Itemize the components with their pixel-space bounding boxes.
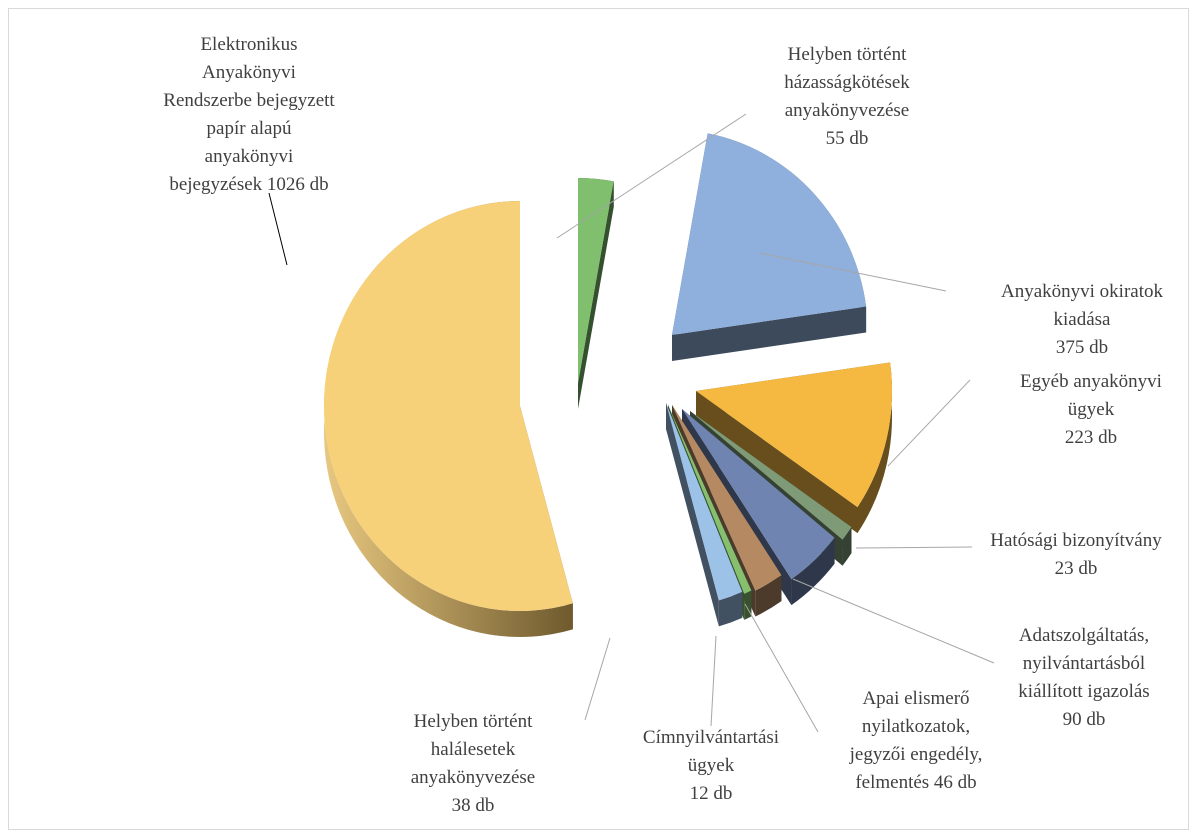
slice-label-line: Adatszolgáltatás, xyxy=(1019,625,1149,646)
slice-label: Anyakönyvi okiratok kiadása 375 db xyxy=(1001,281,1164,358)
slice-label-line: kiállított igazolás xyxy=(1018,681,1149,702)
slice-label: Hatósági bizonyítvány 23 db xyxy=(990,530,1162,579)
slice-label: Helyben történt házasságkötések anyakönyve… xyxy=(784,44,910,149)
slice-label-line: bejegyzések 1026 db xyxy=(169,174,328,195)
leader-line xyxy=(584,637,611,721)
pie-slice xyxy=(672,405,782,591)
leader-lines xyxy=(268,113,995,733)
slice-label-line: anyakönyvezése xyxy=(411,767,536,788)
pie-slice xyxy=(690,411,852,540)
slice-tops xyxy=(324,133,892,611)
slice-rim xyxy=(755,575,782,617)
slice-label-line: Rendszerbe bejegyzett xyxy=(163,90,335,111)
slice-label-line: Egyéb anyakönyvi xyxy=(1020,371,1162,392)
pie-slice xyxy=(578,178,614,383)
slice-label-line: 90 db xyxy=(1063,709,1106,730)
leader-line xyxy=(855,546,973,549)
leader-line xyxy=(710,635,717,727)
slice-label-line: Anyakönyvi okiratok xyxy=(1001,281,1164,302)
slice-label-line: Elektronikus xyxy=(200,34,297,55)
slice-label-line: házasságkötések xyxy=(784,72,910,93)
leader-line xyxy=(887,379,971,467)
slice-label: Adatszolgáltatás, nyilvántartásból kiállít… xyxy=(1018,625,1149,730)
slice-label: Helyben történt halálesetek anyakönyvezése… xyxy=(411,711,536,816)
pie-slice xyxy=(696,362,892,508)
slice-label-line: anyakönyvezése xyxy=(785,100,910,121)
pie-slice xyxy=(668,405,752,594)
slice-label: Egyéb anyakönyvi ügyek 223 db xyxy=(1020,371,1162,448)
slice-label-line: halálesetek xyxy=(431,739,516,760)
slice-label-line: 12 db xyxy=(690,783,733,804)
leader-line xyxy=(556,113,747,239)
pie-slice xyxy=(666,403,743,601)
slice-label-line: jegyzői engedély, xyxy=(849,744,983,765)
data-labels: Helyben történt házasságkötések anyakönyve… xyxy=(163,34,1163,816)
slice-side xyxy=(578,181,614,409)
slice-side xyxy=(696,391,858,534)
slice-label-line: 23 db xyxy=(1055,558,1098,579)
leader-line xyxy=(758,252,947,292)
slice-label-line: 55 db xyxy=(826,128,869,149)
slice-label-line: Helyben történt xyxy=(414,711,533,732)
slice-label-line: Apai elismerő xyxy=(862,688,969,709)
slice-label-line: papír alapú xyxy=(207,118,292,139)
slice-label-line: nyilatkozatok, xyxy=(862,716,970,737)
slice-rim xyxy=(857,362,892,534)
slice-rim xyxy=(791,537,835,606)
pie-slice xyxy=(324,201,573,611)
slice-label-line: Anyakönyvi xyxy=(202,62,296,83)
pie-slice xyxy=(672,133,867,335)
slice-label-line: kiadása xyxy=(1054,309,1112,330)
slice-rim xyxy=(842,527,852,566)
slice-label-line: Hatósági bizonyítvány xyxy=(990,530,1162,551)
slice-side xyxy=(666,403,719,627)
leader-line xyxy=(792,578,995,664)
slice-label-line: 375 db xyxy=(1056,337,1108,358)
slice-label-line: nyilvántartásból xyxy=(1023,653,1145,674)
leader-line xyxy=(744,603,819,733)
slice-label-line: anyakönyvi xyxy=(205,146,294,167)
slice-label: Apai elismerő nyilatkozatok, jegyzői enged… xyxy=(849,688,983,793)
pie-slice xyxy=(682,409,835,580)
slice-label-line: 38 db xyxy=(452,795,495,816)
slice-label-line: 223 db xyxy=(1065,427,1117,448)
slice-label-line: Helyben történt xyxy=(788,44,907,65)
slice-label-line: Címnyilvántartási xyxy=(643,727,779,748)
slice-label: Elektronikus Anyakönyvi Rendszerbe bejegyz… xyxy=(163,34,335,195)
slice-label-line: felmentés 46 db xyxy=(855,772,976,793)
chart-frame xyxy=(8,8,1189,830)
slice-side xyxy=(672,306,867,361)
slice-label-line: ügyek xyxy=(1068,399,1115,420)
slice-label-line: ügyek xyxy=(688,755,735,776)
slice-label: Címnyilvántartási ügyek 12 db xyxy=(643,727,779,804)
slice-rim xyxy=(718,591,743,627)
leader-line xyxy=(268,192,288,266)
